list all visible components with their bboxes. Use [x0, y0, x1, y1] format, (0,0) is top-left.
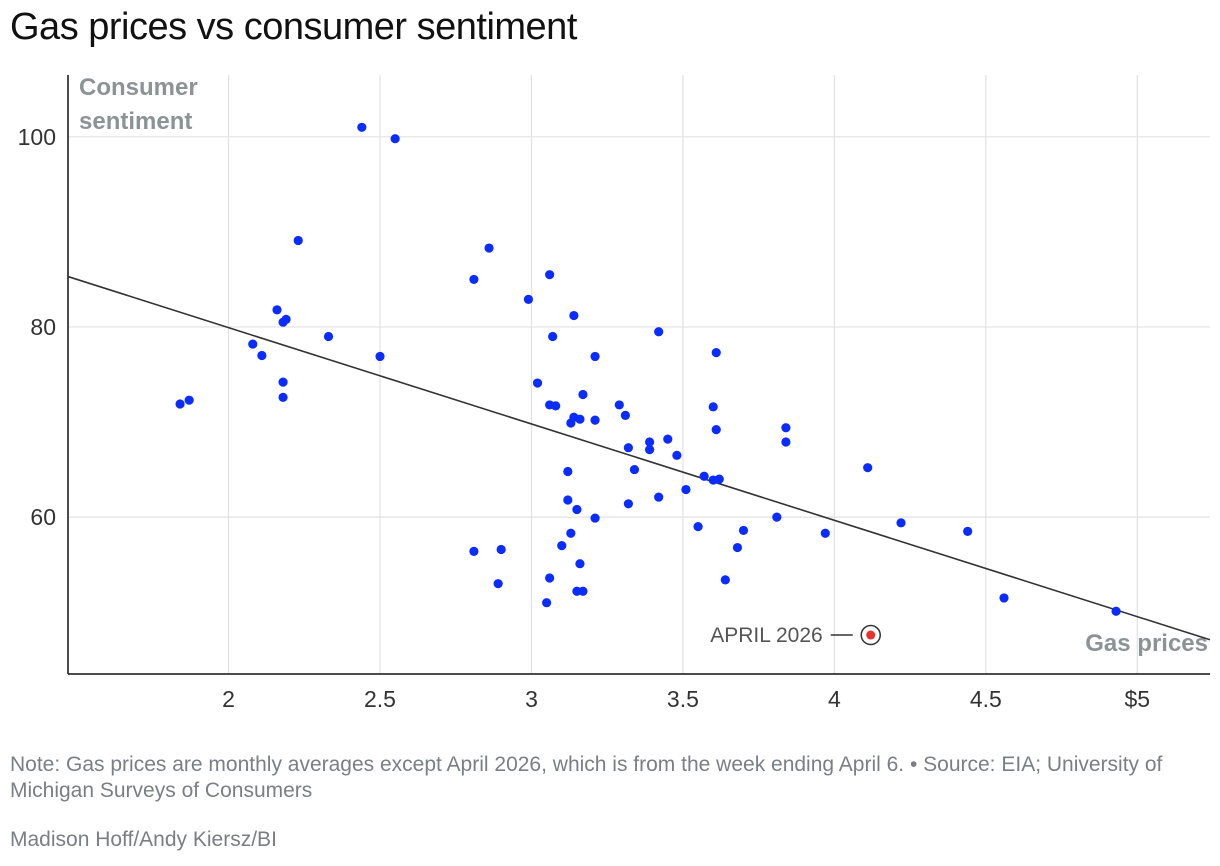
- data-point: [248, 339, 258, 349]
- data-point: [654, 492, 664, 502]
- data-point: [323, 331, 334, 342]
- data-point: [484, 243, 494, 253]
- data-points: [175, 122, 1121, 616]
- x-axis-label: Gas prices: [1085, 630, 1208, 657]
- highlight-annotation: APRIL 2026: [710, 624, 881, 647]
- trend-line: [67, 275, 1211, 641]
- data-point: [732, 542, 743, 553]
- data-point: [575, 559, 585, 569]
- data-point: [963, 526, 973, 536]
- data-point: [278, 377, 288, 387]
- data-point: [699, 471, 709, 481]
- data-point: [645, 445, 655, 455]
- chart-credit: Madison Hoff/Andy Kiersz/BI: [10, 828, 277, 851]
- data-point: [645, 437, 655, 447]
- y-axis-label-line1: Consumer: [79, 74, 198, 101]
- data-point: [820, 528, 830, 538]
- data-point: [693, 522, 703, 532]
- data-point: [781, 423, 791, 433]
- data-point: [623, 499, 633, 509]
- x-tick-label: 4: [828, 686, 841, 712]
- data-point: [590, 513, 600, 523]
- data-point: [563, 495, 573, 505]
- data-point: [175, 399, 185, 409]
- highlight-label: APRIL 2026: [710, 624, 822, 647]
- data-point: [629, 464, 640, 475]
- data-point: [542, 598, 552, 608]
- data-point: [711, 348, 721, 358]
- data-point: [496, 544, 506, 555]
- data-point: [563, 466, 573, 477]
- data-point: [184, 395, 194, 405]
- data-point: [469, 274, 479, 285]
- data-point: [557, 541, 567, 551]
- data-point: [590, 351, 600, 362]
- data-point: [672, 450, 682, 460]
- tick-labels: 2 2.5 3 3.5 4 4.5 $5 60 80 100: [18, 124, 1150, 712]
- data-point: [781, 437, 791, 447]
- data-point: [714, 474, 724, 484]
- data-point: [623, 443, 633, 453]
- data-point: [375, 351, 385, 362]
- y-tick-label: 80: [30, 314, 56, 340]
- data-point: [257, 350, 267, 361]
- data-point: [681, 484, 691, 495]
- data-point: [390, 134, 400, 144]
- data-point: [566, 528, 576, 538]
- data-point: [896, 518, 906, 528]
- x-tick-label: 4.5: [970, 686, 1002, 712]
- data-point: [738, 525, 749, 536]
- data-point: [663, 434, 673, 444]
- x-tick-label: $5: [1125, 686, 1151, 712]
- axes: [67, 75, 1210, 675]
- data-point: [493, 579, 503, 589]
- data-point: [357, 122, 367, 132]
- data-point: [281, 314, 291, 324]
- data-point: [523, 294, 534, 304]
- data-point: [720, 575, 730, 585]
- data-point: [863, 463, 873, 473]
- gridlines: [68, 75, 1210, 674]
- data-point: [654, 327, 664, 337]
- data-point: [578, 586, 588, 596]
- data-point: [551, 401, 561, 411]
- y-tick-label: 100: [18, 124, 56, 150]
- highlight-point: [866, 630, 876, 640]
- y-tick-label: 60: [30, 504, 56, 530]
- data-point: [614, 400, 624, 410]
- data-point: [469, 546, 479, 556]
- x-tick-label: 3.5: [667, 686, 699, 712]
- data-point: [708, 402, 718, 412]
- data-point: [1111, 606, 1121, 616]
- data-point: [711, 425, 721, 435]
- data-point: [532, 378, 543, 388]
- data-point: [620, 410, 630, 420]
- data-point: [545, 270, 555, 280]
- data-point: [572, 504, 582, 515]
- data-point: [578, 389, 588, 400]
- data-point: [545, 573, 555, 583]
- chart-note: Note: Gas prices are monthly averages ex…: [10, 753, 1163, 802]
- x-tick-label: 3: [525, 686, 538, 712]
- data-point: [590, 415, 600, 425]
- data-point: [575, 414, 585, 424]
- data-point: [999, 593, 1009, 603]
- data-point: [566, 418, 576, 428]
- scatter-chart: 2 2.5 3 3.5 4 4.5 $5 60 80 100 Consumer sentiment…: [18, 74, 1211, 712]
- x-tick-label: 2: [222, 686, 235, 712]
- data-point: [569, 310, 579, 321]
- chart-title: Gas prices vs consumer sentiment: [10, 6, 577, 48]
- data-point: [548, 331, 558, 342]
- y-axis-label-line2: sentiment: [79, 108, 192, 135]
- data-point: [772, 512, 782, 522]
- data-point: [293, 235, 303, 246]
- x-tick-label: 2.5: [364, 686, 396, 712]
- data-point: [278, 392, 288, 402]
- data-point: [272, 305, 282, 315]
